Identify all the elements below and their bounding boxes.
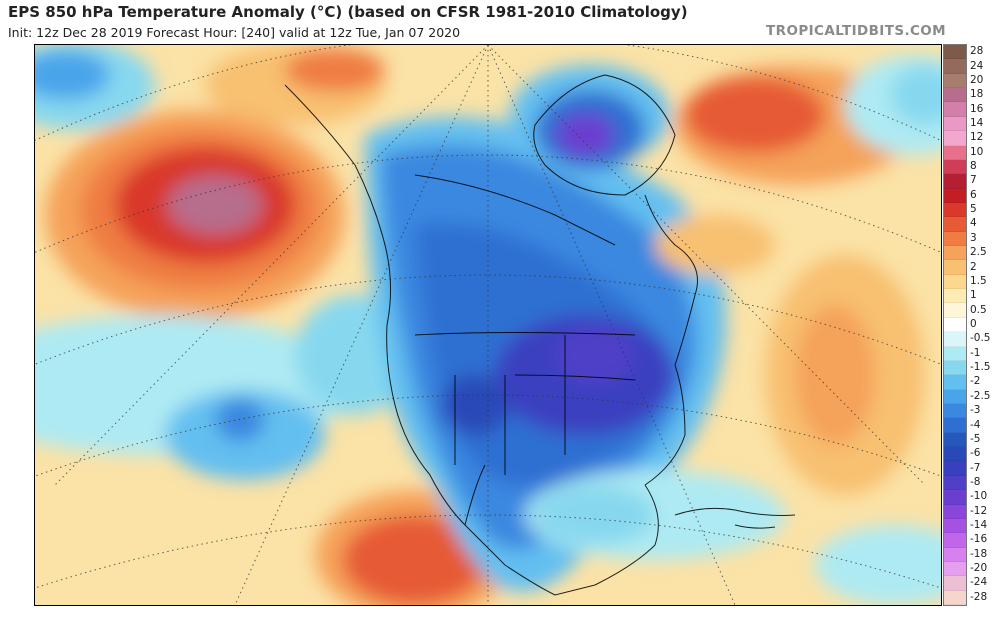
color-scale-label: 24: [970, 59, 984, 72]
color-scale-label: -8: [970, 475, 981, 488]
color-swatch: [944, 504, 966, 519]
color-scale-label: -24: [970, 576, 988, 589]
color-scale-labels: 28 24 20 18 16 14 12 10 8 7 6 5 4 3 2.5 2 1.5 1 0.5 0 -0.5 -1…: [970, 44, 1000, 604]
color-scale-label: -6: [970, 446, 981, 459]
color-scale-label: -18: [970, 547, 988, 560]
color-swatch: [944, 73, 966, 89]
color-scale-label: 3: [970, 231, 977, 244]
color-swatch: [944, 403, 966, 419]
color-scale-label: -4: [970, 418, 981, 431]
color-swatch: [944, 590, 966, 606]
color-swatch: [944, 346, 966, 361]
color-swatch: [944, 188, 966, 203]
color-swatch: [944, 102, 966, 117]
color-swatch: [944, 332, 966, 347]
color-scale-label: 2.5: [970, 245, 987, 258]
color-swatch: [944, 303, 966, 318]
color-scale-bar: [943, 44, 967, 606]
color-scale-label: -14: [970, 518, 988, 531]
color-swatch: [944, 432, 966, 448]
color-swatch: [944, 116, 966, 132]
color-scale-label: 10: [970, 145, 984, 158]
color-swatch: [944, 217, 966, 232]
color-swatch: [944, 418, 966, 433]
color-swatch: [944, 174, 966, 189]
color-scale-label: 7: [970, 174, 977, 187]
color-swatch: [944, 576, 966, 591]
color-scale-label: -3: [970, 403, 981, 416]
color-swatch: [944, 202, 966, 218]
color-scale-label: 0.5: [970, 303, 987, 316]
color-scale-label: 14: [970, 116, 984, 129]
color-scale-label: 5: [970, 202, 977, 215]
color-scale-label: 6: [970, 188, 977, 201]
color-scale-label: -0.5: [970, 332, 991, 345]
color-swatch: [944, 518, 966, 534]
color-swatch: [944, 490, 966, 505]
map-subtitle: Init: 12z Dec 28 2019 Forecast Hour: [24…: [8, 25, 461, 40]
color-scale-label: -5: [970, 432, 981, 445]
color-swatch: [944, 561, 966, 577]
color-swatch: [944, 145, 966, 160]
color-swatch: [944, 274, 966, 290]
color-swatch: [944, 475, 966, 491]
anomaly-map: [34, 44, 942, 606]
color-scale-label: 18: [970, 88, 984, 100]
color-scale-label: 28: [970, 44, 984, 57]
color-swatch: [944, 88, 966, 103]
color-swatch: [944, 231, 966, 247]
anomaly-field: [35, 45, 941, 605]
color-scale-label: -2: [970, 375, 981, 388]
color-swatch: [944, 131, 966, 146]
color-scale-label: -20: [970, 561, 988, 574]
color-swatch: [944, 246, 966, 261]
color-scale-label: -16: [970, 533, 988, 546]
color-swatch: [944, 389, 966, 404]
color-scale-label: 2: [970, 260, 977, 273]
color-swatch: [944, 360, 966, 376]
color-swatch: [944, 375, 966, 390]
color-swatch: [944, 461, 966, 476]
color-scale-label: -28: [970, 590, 988, 603]
color-scale-label: -10: [970, 490, 988, 503]
color-scale-label: 0: [970, 317, 977, 330]
color-swatch: [944, 289, 966, 304]
color-scale-label: 12: [970, 131, 984, 144]
color-scale-label: 4: [970, 217, 977, 230]
color-swatch: [944, 447, 966, 462]
color-scale-label: -12: [970, 504, 988, 517]
color-scale-label: 1: [970, 289, 977, 302]
map-title: EPS 850 hPa Temperature Anomaly (°C) (ba…: [8, 3, 688, 21]
color-scale-label: 8: [970, 159, 977, 172]
color-swatch: [944, 533, 966, 548]
color-scale-label: -7: [970, 461, 981, 474]
color-scale-label: -1: [970, 346, 981, 359]
color-scale-label: -2.5: [970, 389, 991, 402]
color-scale-label: 16: [970, 102, 984, 115]
color-swatch: [944, 260, 966, 275]
color-swatch: [944, 159, 966, 175]
color-swatch: [944, 317, 966, 333]
color-scale-label: 20: [970, 73, 984, 86]
color-swatch: [944, 547, 966, 562]
site-credit: TROPICALTIDBITS.COM: [766, 23, 946, 39]
color-scale-label: 1.5: [970, 274, 987, 287]
color-swatch: [944, 45, 966, 60]
color-swatch: [944, 59, 966, 74]
color-scale-label: -1.5: [970, 360, 991, 373]
